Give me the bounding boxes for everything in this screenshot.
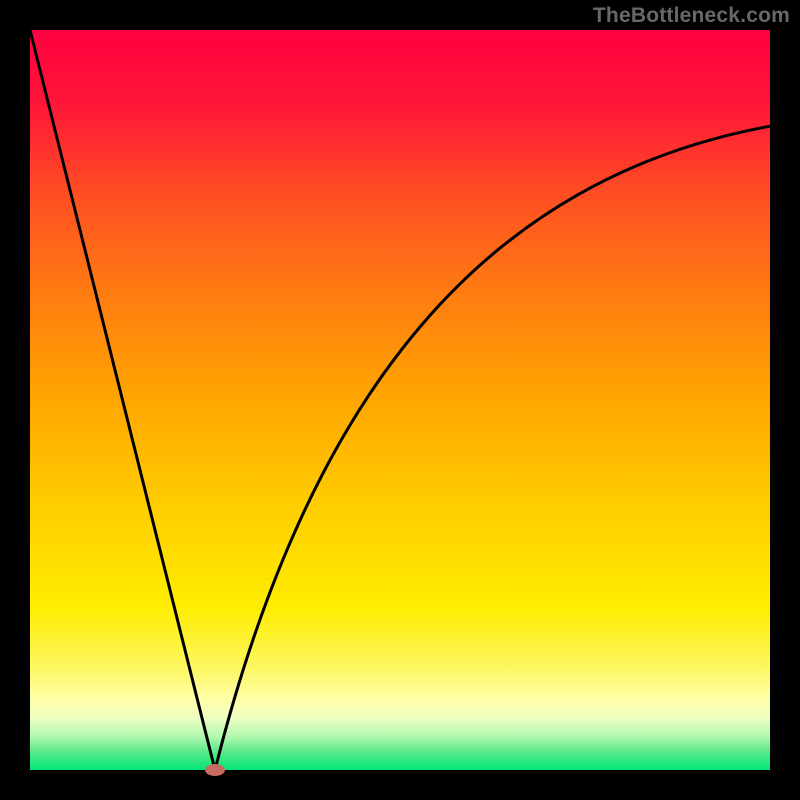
optimum-marker <box>205 764 225 776</box>
chart-frame: TheBottleneck.com <box>0 0 800 800</box>
plot-area <box>30 30 770 770</box>
bottleneck-chart <box>0 0 800 800</box>
watermark-text: TheBottleneck.com <box>593 4 790 28</box>
